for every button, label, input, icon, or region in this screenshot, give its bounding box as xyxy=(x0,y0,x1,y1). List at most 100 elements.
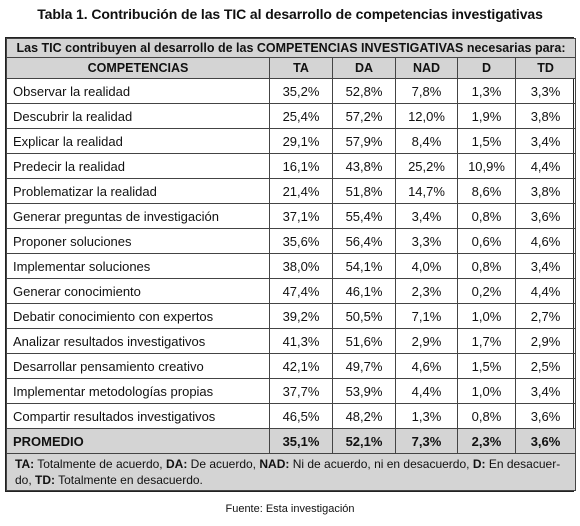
cell-da: 51,8% xyxy=(332,178,396,204)
cell-td: 3,8% xyxy=(514,103,577,129)
cell-d: 0,8% xyxy=(457,203,516,229)
cell-nad: 14,7% xyxy=(395,178,458,204)
cell-nad: 4,0% xyxy=(395,253,458,279)
cell-da: 46,1% xyxy=(332,278,396,304)
competency-label: Generar conocimiento xyxy=(6,278,270,304)
cell-td: 3,6% xyxy=(514,203,577,229)
cell-d: 10,9% xyxy=(457,153,516,179)
competency-label: Proponer soluciones xyxy=(6,228,270,254)
competency-label: Predecir la realidad xyxy=(6,153,270,179)
cell-ta: 42,1% xyxy=(269,353,333,379)
competency-label: Explicar la realidad xyxy=(6,128,270,154)
cell-nad: 1,3% xyxy=(395,403,458,429)
cell-td: 2,9% xyxy=(514,328,577,354)
table-row: Compartir resultados investigativos 46,5%… xyxy=(6,403,577,429)
table-row: Implementar metodologías propias 37,7% 53,… xyxy=(6,378,577,404)
cell-nad: 2,3% xyxy=(395,278,458,304)
cell-nad: 4,4% xyxy=(395,378,458,404)
source-note: Fuente: Esta investigación xyxy=(225,503,355,515)
cell-td: 4,4% xyxy=(514,153,577,179)
table-heading: Las TIC contribuyen al desarrollo de las… xyxy=(5,38,577,58)
legend-text: En desacuer-do, xyxy=(15,457,561,487)
average-row: PROMEDIO 35,1% 52,1% 7,3% 2,3% 3,6% xyxy=(6,428,577,454)
legend-abbr: TD: xyxy=(35,473,56,487)
cell-ta: 35,1% xyxy=(269,428,333,454)
cell-d: 0,8% xyxy=(457,253,516,279)
cell-nad: 8,4% xyxy=(395,128,458,154)
competency-label: Generar preguntas de investigación xyxy=(6,203,270,229)
cell-ta: 29,1% xyxy=(269,128,333,154)
cell-da: 57,2% xyxy=(332,103,396,129)
cell-da: 56,4% xyxy=(332,228,396,254)
cell-da: 53,9% xyxy=(332,378,396,404)
legend-text: Totalmente en desacuerdo. xyxy=(55,473,203,487)
cell-ta: 41,3% xyxy=(269,328,333,354)
competency-label: PROMEDIO xyxy=(6,428,270,454)
cell-nad: 4,6% xyxy=(395,353,458,379)
legend-text: Totalmente de acuerdo, xyxy=(34,457,166,471)
cell-da: 52,1% xyxy=(332,428,396,454)
cell-d: 0,2% xyxy=(457,278,516,304)
cell-da: 49,7% xyxy=(332,353,396,379)
competency-label: Descubrir la realidad xyxy=(6,103,270,129)
cell-da: 52,8% xyxy=(332,78,396,104)
legend-abbr: DA: xyxy=(165,457,188,471)
cell-nad: 3,3% xyxy=(395,228,458,254)
cell-td: 3,4% xyxy=(514,253,577,279)
cell-td: 2,7% xyxy=(514,303,577,329)
column-header-ta: TA xyxy=(269,57,333,79)
table-row: Desarrollar pensamiento creativo 42,1% 49,… xyxy=(6,353,577,379)
table-row: Generar conocimiento 47,4% 46,1% 2,3% 0,2% 4,… xyxy=(6,278,577,304)
cell-da: 57,9% xyxy=(332,128,396,154)
competency-label: Implementar soluciones xyxy=(6,253,270,279)
cell-nad: 7,1% xyxy=(395,303,458,329)
table-row: Observar la realidad 35,2% 52,8% 7,8% 1,3% 3,… xyxy=(6,78,577,104)
column-header-da: DA xyxy=(332,57,396,79)
cell-td: 3,6% xyxy=(514,403,577,429)
cell-td: 3,4% xyxy=(514,128,577,154)
cell-d: 1,0% xyxy=(457,303,516,329)
cell-ta: 38,0% xyxy=(269,253,333,279)
cell-td: 3,3% xyxy=(514,78,577,104)
cell-ta: 35,6% xyxy=(269,228,333,254)
cell-da: 51,6% xyxy=(332,328,396,354)
cell-da: 43,8% xyxy=(332,153,396,179)
cell-td: 4,6% xyxy=(514,228,577,254)
competency-label: Problematizar la realidad xyxy=(6,178,270,204)
cell-da: 54,1% xyxy=(332,253,396,279)
legend-text: De acuerdo, xyxy=(187,457,260,471)
cell-ta: 47,4% xyxy=(269,278,333,304)
cell-da: 55,4% xyxy=(332,203,396,229)
legend: TA: Totalmente de acuerdo, DA: De acuerd… xyxy=(5,453,577,491)
column-header-td: TD xyxy=(514,57,577,79)
legend-abbr: TA: xyxy=(15,457,35,471)
legend-row: TA: Totalmente de acuerdo, DA: De acuerd… xyxy=(5,453,577,491)
table-row: Predecir la realidad 16,1% 43,8% 25,2% 10,9%… xyxy=(6,153,577,179)
cell-d: 8,6% xyxy=(457,178,516,204)
cell-ta: 35,2% xyxy=(269,78,333,104)
cell-ta: 21,4% xyxy=(269,178,333,204)
column-header-d: D xyxy=(457,57,516,79)
table-title: Tabla 1. Contribución de las TIC al desa… xyxy=(37,6,543,22)
cell-td: 3,4% xyxy=(514,378,577,404)
cell-nad: 2,9% xyxy=(395,328,458,354)
legend-text: Ni de acuerdo, ni en desacuerdo, xyxy=(289,457,473,471)
competency-label: Compartir resultados investigativos xyxy=(6,403,270,429)
cell-d: 2,3% xyxy=(457,428,516,454)
table-row: Explicar la realidad 29,1% 57,9% 8,4% 1,5% 3,… xyxy=(6,128,577,154)
table-row: Descubrir la realidad 25,4% 57,2% 12,0% 1,9%… xyxy=(6,103,577,129)
cell-ta: 16,1% xyxy=(269,153,333,179)
column-header-nad: NAD xyxy=(395,57,458,79)
cell-ta: 39,2% xyxy=(269,303,333,329)
cell-d: 1,3% xyxy=(457,78,516,104)
cell-nad: 3,4% xyxy=(395,203,458,229)
competencies-table: Las TIC contribuyen al desarrollo de las… xyxy=(5,37,577,492)
competency-label: Analizar resultados investigativos xyxy=(6,328,270,354)
competency-label: Implementar metodologías propias xyxy=(6,378,270,404)
table-row: Implementar soluciones 38,0% 54,1% 4,0% 0,8%… xyxy=(6,253,577,279)
legend-abbr: NAD: xyxy=(259,457,290,471)
cell-td: 4,4% xyxy=(514,278,577,304)
table-row: Problematizar la realidad 21,4% 51,8% 14,7%… xyxy=(6,178,577,204)
table-row: Analizar resultados investigativos 41,3% 5… xyxy=(6,328,577,354)
competency-label: Desarrollar pensamiento creativo xyxy=(6,353,270,379)
